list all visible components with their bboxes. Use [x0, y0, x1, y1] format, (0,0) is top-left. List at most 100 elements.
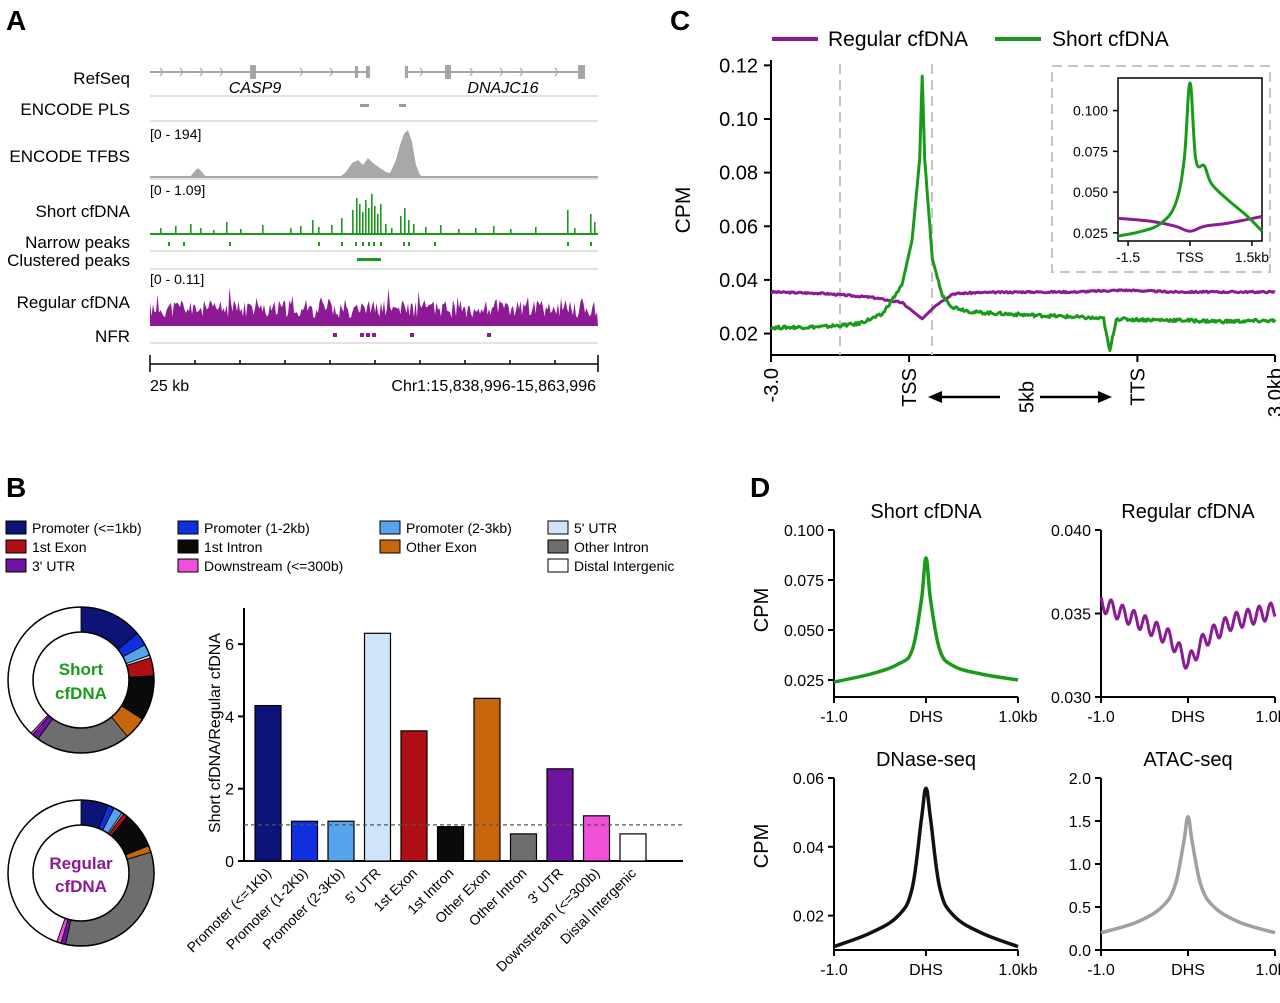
range-regular-cfdna: [0 - 0.11]: [150, 271, 204, 287]
panel-d: D CPM CPM Short cfDNA 0.025 0.050 0.075 0.10…: [750, 472, 1280, 979]
short-cfdna-spike: [213, 230, 215, 234]
c-arrow-label: 5kb: [1016, 381, 1038, 413]
d-subplot: Regular cfDNA 0.030 0.035 0.040 -1.0 DHS 1.0kb: [1051, 501, 1280, 726]
narrow-peak-mark: [434, 242, 436, 246]
panel-a-letter: A: [6, 5, 26, 36]
legend-label: Promoter (2-3kb): [406, 520, 512, 536]
donut-outer-ring: [7, 606, 155, 754]
short-cfdna-spike: [425, 227, 427, 234]
refseq-gene-models: [150, 65, 585, 79]
short-cfdna-spike: [226, 222, 228, 234]
short-cfdna-spike: [341, 218, 343, 234]
c-inset-x-ticks: -1.5 TSS 1.5kb: [1116, 241, 1269, 265]
clustered-peak-mark: [357, 258, 381, 261]
narrow-peak-mark: [590, 242, 592, 246]
narrow-peak-mark: [408, 242, 410, 246]
scale-bar: [149, 355, 599, 372]
short-cfdna-spike: [318, 227, 320, 234]
legend-label: Other Intron: [574, 539, 649, 555]
short-cfdna-spike: [385, 224, 387, 234]
d-y-tick-label: 0.030: [1051, 690, 1091, 707]
d-y-tick-label: 0.06: [793, 771, 824, 788]
legend-swatch: [5, 539, 27, 554]
short-cfdna-spike: [175, 226, 177, 234]
short-cfdna-spike: [510, 229, 512, 234]
short-cfdna-spike: [400, 216, 402, 234]
short-cfdna-spike: [190, 224, 192, 234]
d-x-tick-label: DHS: [909, 709, 943, 726]
c-inset-line-short: [1117, 81, 1264, 238]
c-arrow: [928, 391, 1112, 403]
c-inset-y-ticks: 0.025 0.050 0.075 0.100: [1073, 103, 1118, 241]
legend-swatch: [547, 539, 569, 554]
short-cfdna-spike: [404, 208, 406, 234]
d-y-tick-label: 0.04: [793, 840, 824, 857]
panel-c-letter: C: [670, 5, 690, 36]
track-separators: [150, 95, 598, 344]
legend-label: 1st Intron: [204, 539, 262, 555]
c-inset-series-lines: [1117, 81, 1264, 238]
bar: [327, 820, 355, 862]
d-subplot-title: DNase-seq: [876, 749, 976, 771]
short-cfdna-spike: [458, 229, 460, 234]
short-cfdna-spike: [368, 208, 370, 234]
narrow-peak-mark: [318, 242, 320, 246]
legend-label: Distal Intergenic: [574, 558, 674, 574]
regular-cfdna-signal: [150, 287, 598, 326]
short-cfdna-spike: [377, 214, 379, 234]
c-line-regular: [770, 288, 1276, 321]
c-inset-x-tick-label: TSS: [1176, 249, 1203, 265]
d-y-tick-label: 0.5: [1069, 900, 1091, 917]
legend-swatch: [5, 520, 27, 535]
c-inset-y-tick-label: 0.100: [1073, 103, 1108, 119]
c-y-tick-label: 0.06: [719, 216, 758, 238]
donut-label-regular-1: Regular: [49, 854, 113, 873]
bar: [254, 704, 282, 862]
d-subplot: ATAC-seq 0.0 0.5 1.0 1.5 2.0 -1.0 DHS 1.0kb: [1069, 749, 1280, 979]
regular-cfdna-area: [150, 287, 598, 326]
b-bars: [254, 632, 647, 862]
donut-outer-ring: [7, 799, 155, 947]
short-cfdna-spike: [362, 212, 364, 234]
panel-a: A RefSeq ENCODE PLS ENCODE TFBS Short cf…: [6, 5, 599, 395]
d-y-tick-label: 0.100: [784, 523, 824, 540]
short-cfdna-spike: [262, 225, 264, 234]
bar: [290, 820, 319, 862]
scale-label: 25 kb: [150, 378, 189, 395]
d-y-tick-label: 0.02: [793, 909, 824, 926]
legend-label: 5' UTR: [574, 520, 617, 536]
d-series-line: [833, 786, 1019, 949]
d-y-tick-label: 2.0: [1069, 771, 1091, 788]
c-series-lines: [769, 74, 1277, 353]
legend-label-regular: Regular cfDNA: [828, 28, 968, 51]
narrow-peak-mark: [355, 242, 357, 246]
d-subplot: Short cfDNA 0.025 0.050 0.075 0.100 -1.0 DHS 1.…: [784, 501, 1038, 726]
b-x-tick-labels: Promoter (<=1Kb)Promoter (1-2Kb)Promoter…: [184, 865, 640, 975]
narrow-peaks-marks: [168, 242, 592, 246]
d-y-tick-label: 0.025: [784, 673, 824, 690]
b-y-ticks: 0 2 4 6: [225, 637, 244, 871]
nfr-mark: [366, 333, 370, 337]
legend-label-short: Short cfDNA: [1052, 28, 1169, 51]
c-y-tick-label: 0.04: [719, 270, 758, 292]
locus-label: Chr1:15,838,996-15,863,996: [391, 378, 596, 395]
b-ylabel: Short cfDNA/Regular cfDNA: [207, 633, 224, 833]
nfr-mark: [333, 333, 337, 337]
c-inset-axes: [1117, 77, 1263, 242]
short-cfdna-spike: [352, 210, 354, 234]
c-inset-line-regular: [1117, 215, 1263, 233]
b-legend: Promoter (<=1kb) 1st Exon 3' UTR Promoter (…: [5, 520, 674, 574]
bar: [619, 833, 647, 862]
d-ylabel-top: CPM: [751, 588, 773, 632]
nfr-mark: [410, 333, 414, 337]
b-y-tick-label: 0: [225, 854, 234, 871]
short-cfdna-spike: [240, 229, 242, 234]
legend-label: Promoter (1-2kb): [204, 520, 310, 536]
track-label-encode-tfbs: ENCODE TFBS: [9, 147, 130, 166]
d-y-tick-label: 0.075: [784, 573, 824, 590]
legend-swatch: [177, 558, 199, 573]
legend-swatch: [547, 558, 569, 573]
b-y-tick-label: 6: [225, 637, 234, 654]
d-x-tick-label: -1.0: [1087, 962, 1115, 979]
